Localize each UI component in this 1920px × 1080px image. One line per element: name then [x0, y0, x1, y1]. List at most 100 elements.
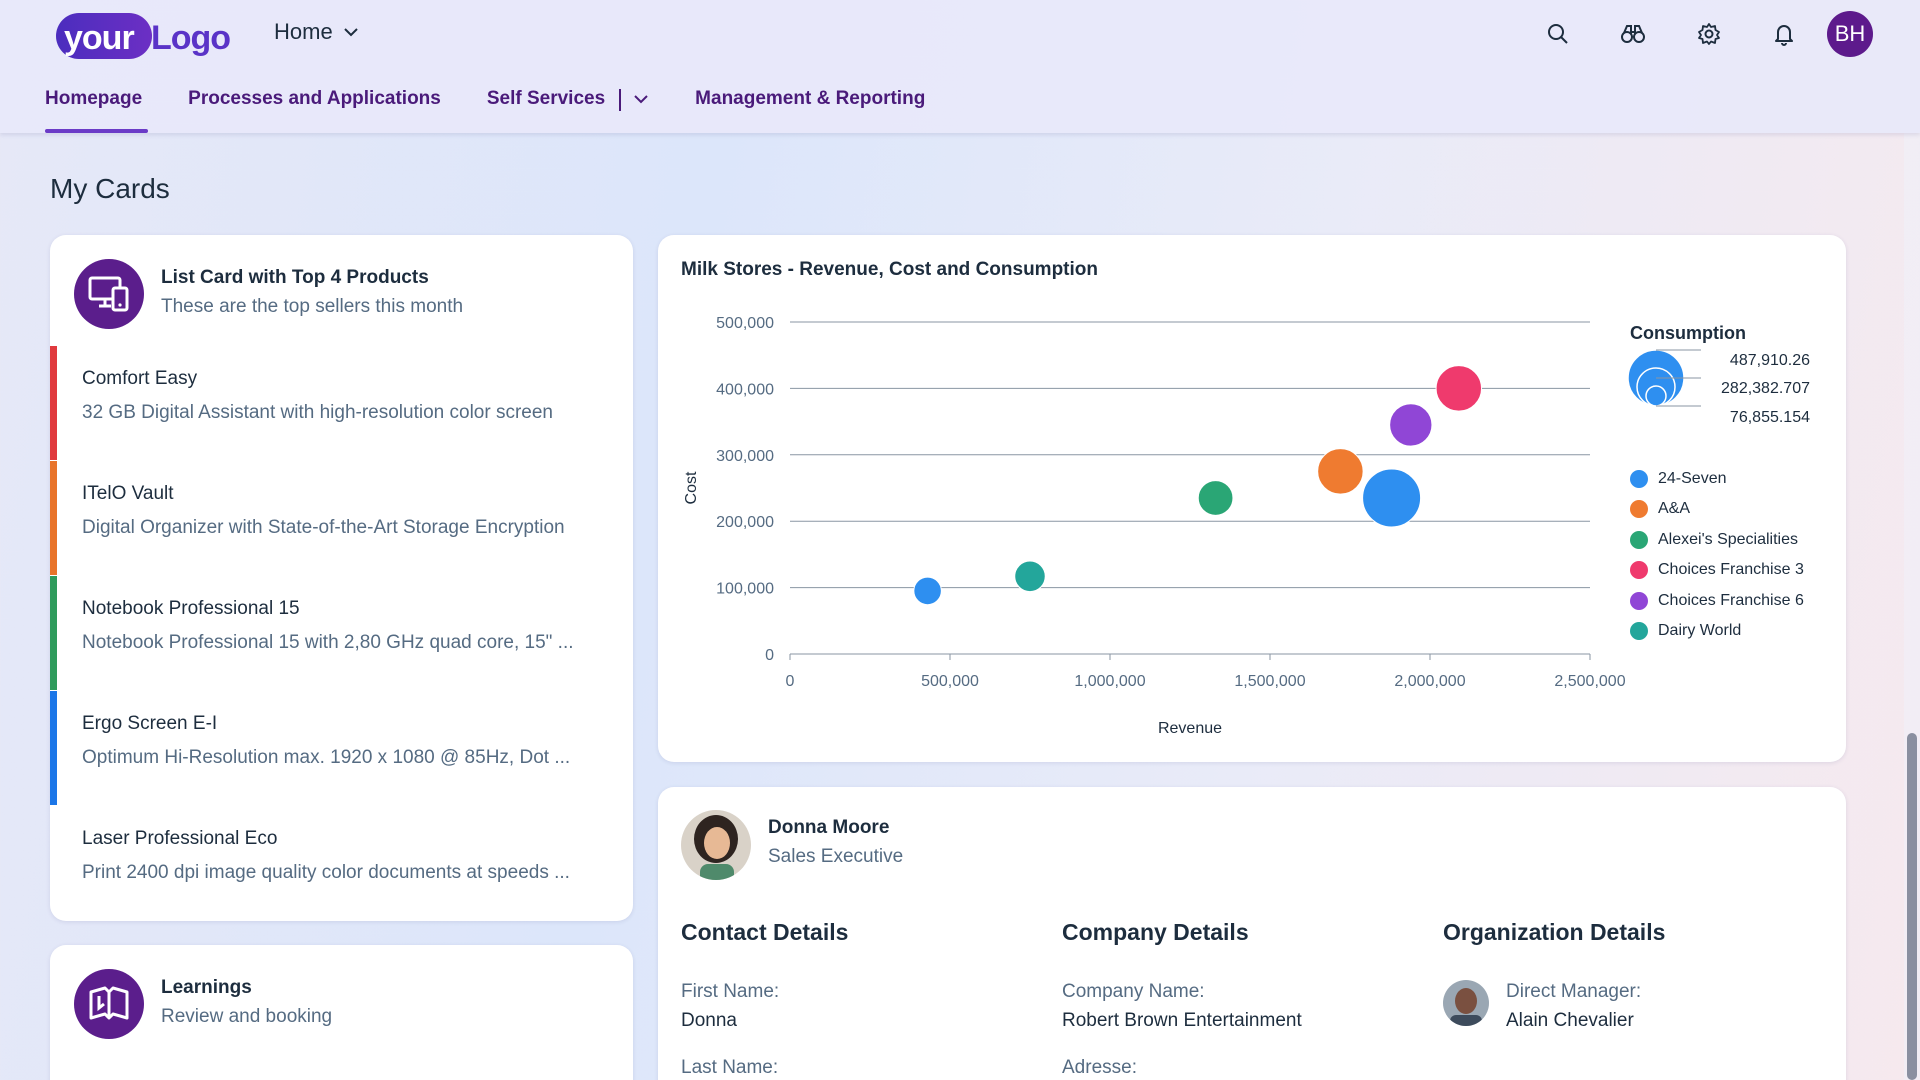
- y-tick-label: 500,000: [716, 315, 774, 332]
- list-item-indicator: [50, 576, 57, 690]
- bubble-point: [1435, 365, 1483, 412]
- x-tick-label: 1,000,000: [1074, 673, 1145, 690]
- bubble-point: [1197, 480, 1234, 516]
- contact-details-heading: Contact Details: [681, 919, 849, 945]
- chevron-down-icon[interactable]: [633, 88, 649, 110]
- size-legend-value: 282,382.707: [1721, 380, 1810, 397]
- bubble-point: [1317, 448, 1364, 495]
- list-item-description: Optimum Hi-Resolution max. 1920 x 1080 @…: [82, 747, 571, 768]
- legend-item-alexeis-specialities[interactable]: Alexei's Specialities: [1630, 531, 1798, 549]
- list-card-subtitle: These are the top sellers this month: [161, 296, 464, 317]
- list-item[interactable]: Comfort Easy 32 GB Digital Assistant wit…: [50, 346, 633, 460]
- legend-label: 24-Seven: [1658, 470, 1727, 487]
- company-details-heading: Company Details: [1062, 919, 1249, 945]
- list-card: List Card with Top 4 Products These are …: [50, 235, 633, 921]
- y-tick-label: 0: [765, 647, 774, 664]
- legend-item-dairy-world[interactable]: Dairy World: [1630, 622, 1741, 640]
- contact-card: Donna Moore Sales Executive Contact Deta…: [658, 787, 1846, 1080]
- last-name-label: Last Name:: [681, 1057, 779, 1078]
- shell-bar: your Logo Home BH Homepage Processes and…: [0, 0, 1920, 133]
- devices-icon: [74, 259, 144, 329]
- list-item-indicator: [50, 346, 57, 460]
- legend-swatch: [1630, 592, 1648, 610]
- x-axis-title: Revenue: [1158, 720, 1222, 737]
- top-navigation-tabs: Homepage Processes and Applications Self…: [45, 88, 971, 133]
- tab-self-services-label: Self Services: [486, 88, 606, 109]
- bubble-point: [1362, 468, 1422, 528]
- bubble-point: [913, 576, 942, 606]
- home-menu-label: Home: [274, 19, 333, 44]
- list-item[interactable]: Laser Professional Eco Print 2400 dpi im…: [50, 806, 633, 920]
- list-item-description: Print 2400 dpi image quality color docum…: [82, 862, 570, 883]
- contact-photo-avatar[interactable]: [680, 809, 752, 881]
- gear-icon[interactable]: [1691, 16, 1727, 52]
- tab-processes-and-applications[interactable]: Processes and Applications: [188, 88, 441, 133]
- legend-swatch: [1630, 622, 1648, 640]
- learnings-card-subtitle: Review and booking: [161, 1006, 333, 1027]
- legend-label: A&A: [1658, 500, 1691, 517]
- page-scrollbar-thumb[interactable]: [1907, 733, 1917, 1080]
- list-item-name: Laser Professional Eco: [82, 828, 278, 849]
- learnings-card[interactable]: Learnings Review and booking: [50, 945, 633, 1080]
- y-tick-label: 400,000: [716, 381, 774, 398]
- tab-management-label: Management & Reporting: [695, 88, 926, 109]
- legend-item-choices-franchise-3[interactable]: Choices Franchise 3: [1630, 561, 1804, 579]
- search-icon[interactable]: [1540, 16, 1576, 52]
- size-legend-graphic: [1628, 349, 1701, 407]
- list-item-name: Comfort Easy: [82, 368, 198, 389]
- list-item[interactable]: ITelO Vault Digital Organizer with State…: [50, 461, 633, 575]
- section-title: My Cards: [50, 173, 170, 204]
- address-label: Adresse:: [1062, 1057, 1137, 1078]
- bell-icon[interactable]: [1766, 16, 1802, 52]
- size-legend-title: Consumption: [1630, 323, 1746, 343]
- list-item[interactable]: Notebook Professional 15 Notebook Profes…: [50, 576, 633, 690]
- book-icon: [74, 969, 144, 1039]
- legend-label: Alexei's Specialities: [1658, 531, 1799, 548]
- bubble-chart: 0 100,000 200,000 300,000 400,000 500,000 0 500…: [683, 315, 1626, 737]
- legend-item-choices-franchise-6[interactable]: Choices Franchise 6: [1630, 592, 1804, 610]
- chevron-down-icon: [343, 28, 358, 37]
- legend-swatch: [1630, 531, 1648, 549]
- direct-manager-label: Direct Manager:: [1506, 981, 1642, 1002]
- tab-homepage[interactable]: Homepage: [45, 88, 149, 133]
- tab-self-services[interactable]: Self Services: [487, 88, 649, 133]
- x-tick-label: 1,500,000: [1234, 673, 1305, 690]
- legend-label: Choices Franchise 6: [1658, 592, 1804, 609]
- contact-role: Sales Executive: [768, 846, 904, 867]
- legend-swatch: [1630, 500, 1648, 518]
- list-item[interactable]: Ergo Screen E-I Optimum Hi-Resolution ma…: [50, 691, 633, 805]
- home-menu-button[interactable]: Home: [274, 19, 359, 45]
- company-name-value[interactable]: Robert Brown Entertainment: [1062, 1010, 1302, 1031]
- first-name-value: Donna: [681, 1010, 737, 1031]
- list-card-title: List Card with Top 4 Products: [161, 267, 429, 288]
- binoculars-icon[interactable]: [1615, 16, 1651, 52]
- tab-management-and-reporting[interactable]: Management & Reporting: [695, 88, 925, 133]
- chart-card: Milk Stores - Revenue, Cost and Consumpt…: [658, 235, 1846, 762]
- tab-homepage-label: Homepage: [45, 88, 143, 109]
- tab-processes-label: Processes and Applications: [188, 88, 441, 109]
- size-legend-value: 487,910.26: [1729, 352, 1810, 369]
- logo-your-text: your: [64, 19, 135, 57]
- list-item-name: Ergo Screen E-I: [82, 713, 218, 734]
- contact-name: Donna Moore: [768, 817, 890, 838]
- legend-label: Choices Franchise 3: [1658, 561, 1804, 578]
- legend-item-a-and-a[interactable]: A&A: [1630, 500, 1690, 518]
- list-item-description: 32 GB Digital Assistant with high-resolu…: [82, 402, 554, 423]
- first-name-label: First Name:: [681, 981, 780, 1002]
- organization-details-heading: Organization Details: [1443, 919, 1666, 945]
- x-tick-label: 2,000,000: [1394, 673, 1465, 690]
- legend-swatch: [1630, 561, 1648, 579]
- list-item-description: Notebook Professional 15 with 2,80 GHz q…: [82, 632, 574, 653]
- direct-manager-value[interactable]: Alain Chevalier: [1506, 1010, 1634, 1031]
- legend-label: Dairy World: [1658, 622, 1742, 639]
- list-item-indicator: [50, 691, 57, 805]
- y-tick-label: 200,000: [716, 514, 774, 531]
- y-tick-label: 100,000: [716, 581, 774, 598]
- y-tick-label: 300,000: [716, 448, 774, 465]
- company-logo[interactable]: your Logo: [56, 11, 231, 61]
- manager-photo-avatar[interactable]: [1442, 979, 1490, 1027]
- user-avatar[interactable]: BH: [1827, 11, 1873, 57]
- y-axis-title: Cost: [683, 471, 700, 504]
- x-tick-label: 0: [786, 673, 795, 690]
- legend-item-24-seven[interactable]: 24-Seven: [1630, 470, 1727, 488]
